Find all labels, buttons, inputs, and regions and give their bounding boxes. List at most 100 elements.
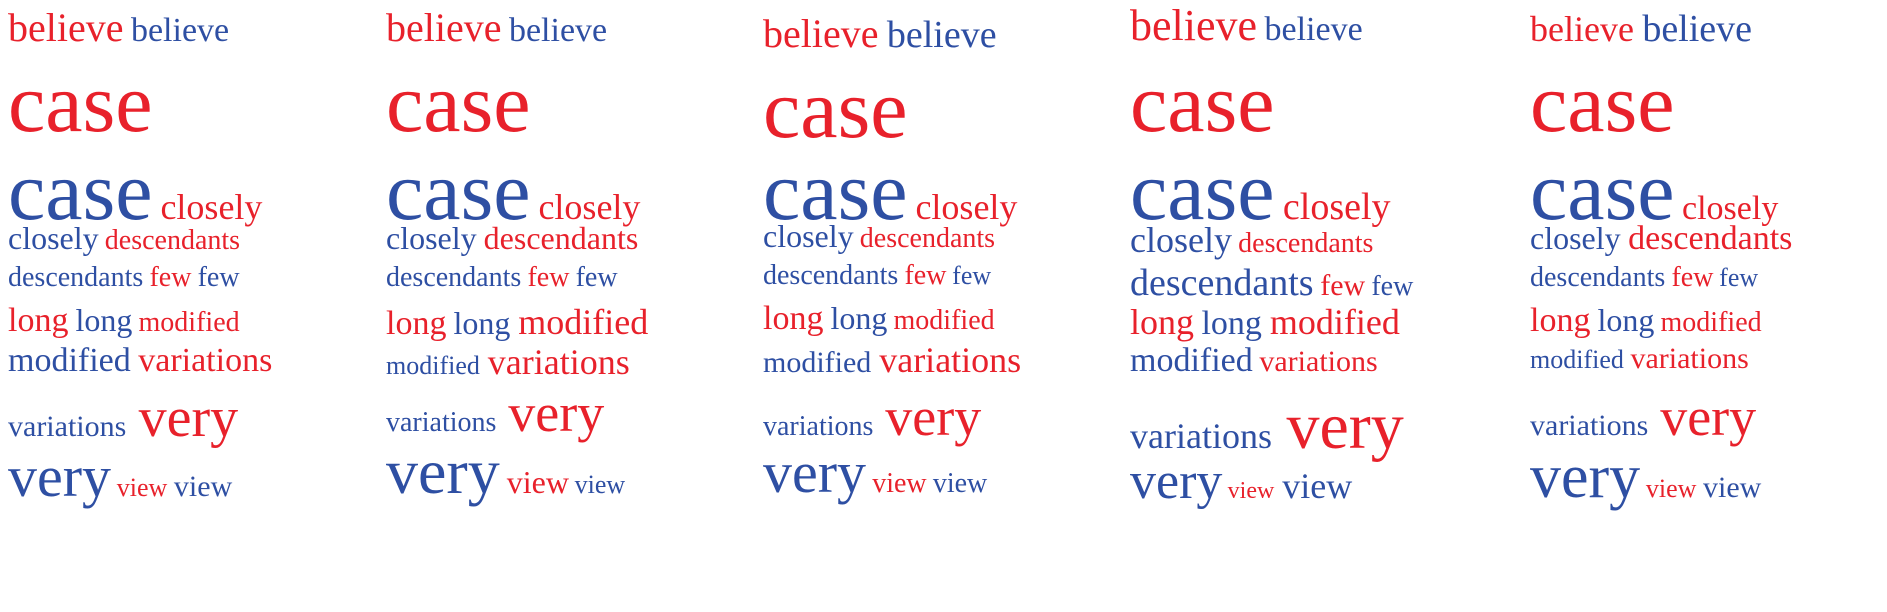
word-few-red: few [149, 262, 192, 293]
word-closely-red: closely [160, 187, 263, 227]
word-long-blue: long [75, 302, 133, 338]
word-view-red: view [1645, 474, 1697, 503]
word-line: case closely [8, 150, 262, 234]
word-case-blue: case [1530, 145, 1675, 238]
word-line: closely descendants [8, 222, 240, 255]
word-view-red: view [872, 468, 927, 499]
word-variations-red: variations [1630, 342, 1749, 375]
word-very-red: very [508, 383, 605, 443]
word-descendants-red: descendants [483, 220, 639, 256]
word-closely-blue: closely [1130, 220, 1232, 260]
word-line: case [1530, 62, 1675, 146]
word-case-blue: case [1130, 145, 1275, 238]
word-view-red: view [116, 473, 168, 502]
word-line: variations very [1530, 390, 1756, 444]
word-long-red: long [8, 302, 69, 339]
word-line: descendants few few [1130, 264, 1413, 302]
word-line: case [763, 68, 908, 152]
word-line: modified variations [386, 344, 630, 380]
word-closely-red: closely [1682, 190, 1779, 227]
word-descendants-blue: descendants [8, 262, 144, 293]
word-variations-red: variations [879, 340, 1022, 380]
word-descendants-blue: descendants [763, 260, 899, 291]
word-line: closely descendants [386, 222, 638, 254]
word-believe-blue: believe [886, 14, 997, 56]
word-believe-blue: believe [130, 12, 230, 49]
word-line: closely descendants [1130, 222, 1373, 258]
word-case-red: case [386, 57, 531, 150]
word-long-red: long [386, 305, 447, 342]
word-long-blue: long [1201, 305, 1262, 342]
word-long-blue: long [1597, 302, 1655, 338]
word-line: very view view [1530, 446, 1761, 508]
word-line: believe believe [1530, 10, 1752, 48]
word-variations-blue: variations [763, 411, 874, 442]
word-few-red: few [1320, 269, 1366, 302]
word-modified-blue: modified [8, 342, 131, 379]
word-line: descendants few few [386, 264, 618, 292]
word-very-red: very [885, 387, 982, 447]
word-line: very view view [386, 440, 625, 504]
word-line: descendants few few [763, 262, 991, 290]
word-few-blue: few [1371, 271, 1414, 302]
word-variations-blue: variations [1530, 409, 1649, 442]
word-line: variations very [386, 386, 604, 440]
word-line: case [1130, 62, 1275, 146]
word-line: long long modified [1130, 304, 1400, 341]
word-modified-blue: modified [1130, 342, 1253, 379]
word-very-red: very [1286, 390, 1404, 463]
word-descendants-red: descendants [859, 223, 996, 254]
word-line: variations very [8, 390, 238, 446]
word-modified-red: modified [1269, 302, 1400, 342]
word-view-blue: view [932, 468, 988, 499]
word-descendants-blue: descendants [1130, 262, 1314, 304]
word-believe-red: believe [1530, 9, 1634, 49]
word-variations-red: variations [487, 342, 630, 382]
word-long-red: long [1130, 302, 1195, 342]
word-very-blue: very [1130, 453, 1223, 510]
word-variations-blue: variations [386, 407, 497, 438]
word-variations-blue: variations [8, 410, 127, 443]
word-closely-blue: closely [8, 220, 99, 256]
word-variations-red: variations [1259, 345, 1378, 378]
word-descendants-blue: descendants [386, 262, 522, 293]
word-closely-red: closely [538, 187, 641, 227]
word-line: variations very [763, 390, 981, 444]
word-line: descendants few few [1530, 264, 1758, 292]
panel-2: believe believe case case closely closely desc… [386, 0, 763, 612]
word-line: descendants few few [8, 264, 240, 292]
word-line: very view view [763, 444, 987, 502]
word-long-blue: long [453, 305, 511, 341]
word-few-red: few [527, 262, 570, 293]
word-closely-red: closely [915, 187, 1018, 227]
word-closely-blue: closely [386, 220, 477, 256]
word-line: modified variations [8, 344, 272, 378]
word-view-blue: view [1282, 466, 1353, 506]
word-case-red: case [8, 57, 153, 150]
word-line: closely descendants [1530, 222, 1792, 256]
word-modified-red: modified [893, 305, 995, 336]
word-case-blue: case [763, 145, 908, 238]
word-view-blue: view [1703, 471, 1762, 504]
word-believe-blue: believe [508, 12, 608, 49]
word-modified-red: modified [518, 302, 649, 342]
word-modified-blue: modified [1530, 345, 1624, 374]
word-line: long long modified [763, 302, 995, 336]
word-very-red: very [1660, 387, 1757, 447]
word-case-red: case [1130, 57, 1275, 150]
word-view-red: view [1227, 478, 1275, 504]
word-believe-red: believe [1130, 1, 1258, 50]
word-variations-red: variations [138, 342, 273, 379]
word-line: believe believe [763, 14, 997, 56]
word-very-blue: very [8, 444, 112, 509]
word-few-red: few [904, 260, 947, 291]
word-believe-blue: believe [1642, 8, 1753, 50]
word-few-red: few [1671, 262, 1714, 293]
word-line: case [8, 62, 153, 146]
panel-1: believe believe case case closely closely desc… [8, 0, 386, 612]
word-line: closely descendants [763, 220, 995, 253]
word-believe-red: believe [8, 5, 124, 50]
word-case-blue: case [8, 145, 153, 238]
word-closely-blue: closely [763, 218, 854, 254]
word-case-blue: case [386, 145, 531, 238]
